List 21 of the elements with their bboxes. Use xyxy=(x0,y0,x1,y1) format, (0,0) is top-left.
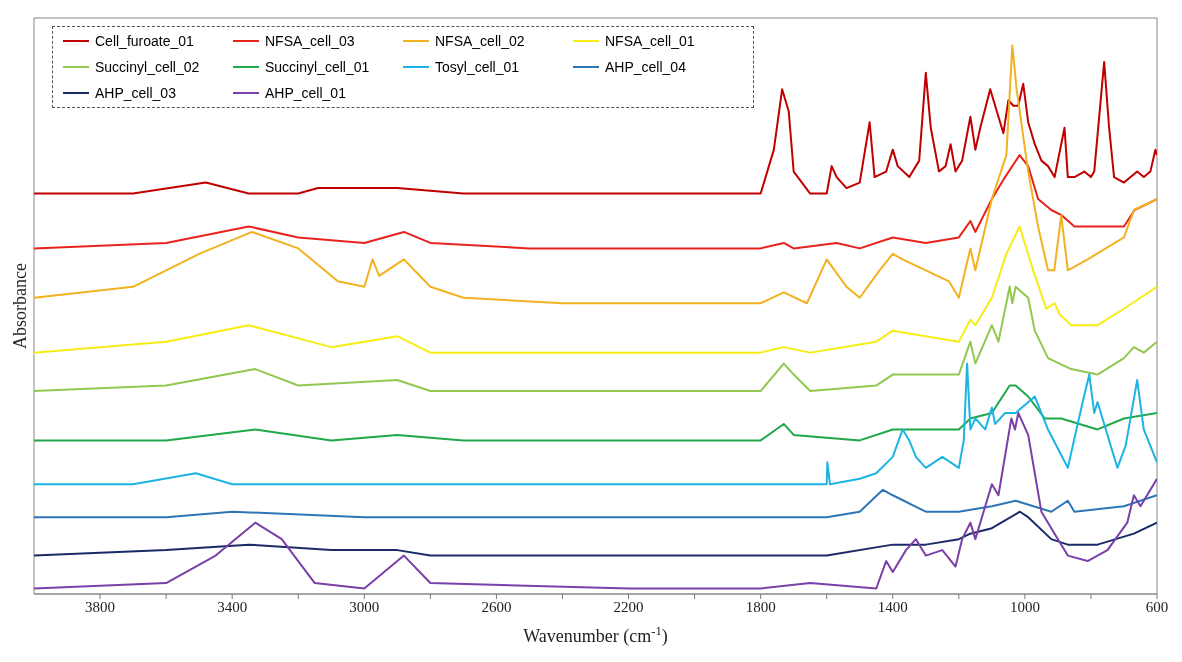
legend-label: Tosyl_cell_01 xyxy=(435,59,520,75)
legend-label: AHP_cell_04 xyxy=(605,59,686,75)
legend-label: AHP_cell_01 xyxy=(265,85,346,101)
legend-label: Succinyl_cell_02 xyxy=(95,59,200,75)
x-tick-label: 600 xyxy=(1145,598,1169,615)
x-tick-label: 2600 xyxy=(481,598,512,615)
legend-label: Cell_furoate_01 xyxy=(95,33,194,49)
legend-label: NFSA_cell_01 xyxy=(605,33,695,49)
x-tick-label: 3400 xyxy=(217,598,248,615)
legend-label: NFSA_cell_03 xyxy=(265,33,355,49)
legend-label: AHP_cell_03 xyxy=(95,85,176,101)
x-tick-label: 1000 xyxy=(1009,598,1040,615)
legend-label: NFSA_cell_02 xyxy=(435,33,525,49)
x-tick-label: 1400 xyxy=(877,598,908,615)
x-tick-label: 3000 xyxy=(349,598,380,615)
legend-label: Succinyl_cell_01 xyxy=(265,59,370,75)
x-tick-label: 3800 xyxy=(85,598,116,615)
x-tick-label: 2200 xyxy=(613,598,644,615)
x-tick-label: 1800 xyxy=(745,598,776,615)
x-axis-title: Wavenumber (cm$^{-1}$) xyxy=(523,624,668,647)
y-axis-title: Absorbance xyxy=(9,263,31,349)
